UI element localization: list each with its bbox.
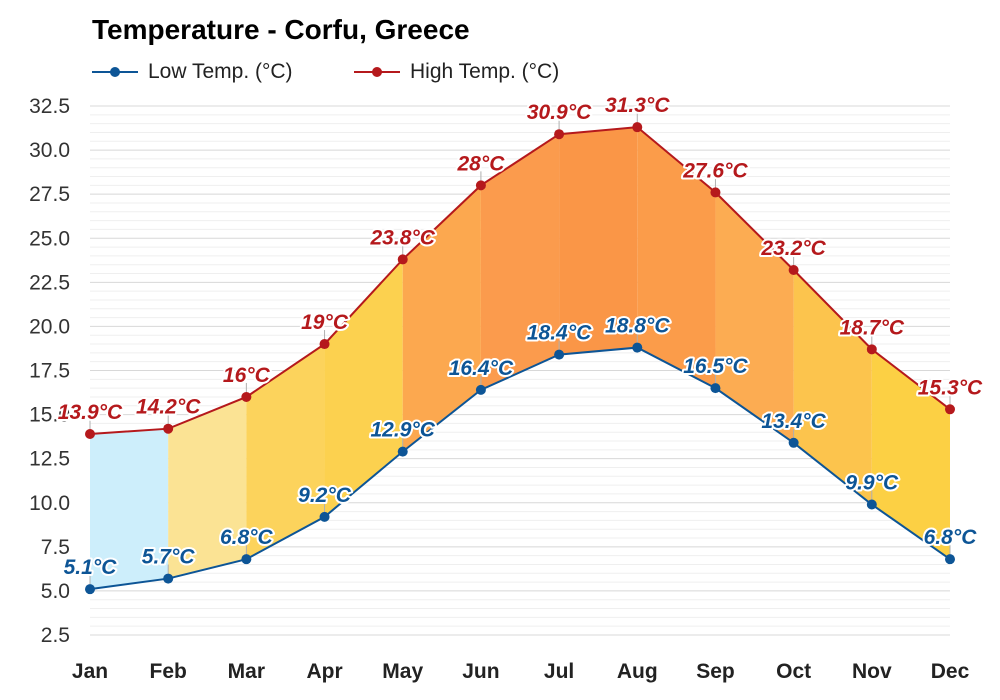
range-band (90, 428, 169, 590)
x-tick-label: Oct (776, 660, 811, 683)
y-tick-label: 5.0 (41, 580, 70, 603)
low-temp-point[interactable] (710, 383, 721, 394)
low-temp-line (89, 346, 951, 591)
y-tick-label: 12.5 (29, 448, 70, 471)
low-temp-label: 6.8°C (924, 526, 978, 549)
range-band (246, 344, 325, 560)
high-temp-point[interactable] (554, 129, 565, 140)
low-temp-point[interactable] (632, 342, 643, 353)
y-tick-label: 20.0 (29, 315, 70, 338)
high-temp-label: 14.2°C (136, 396, 201, 419)
high-temp-point[interactable] (945, 404, 955, 415)
low-temp-label: 12.9°C (371, 419, 436, 442)
y-tick-label: 32.5 (29, 95, 70, 118)
x-tick-label: Jul (544, 660, 574, 683)
range-band (715, 192, 794, 443)
chart-title: Temperature - Corfu, Greece (92, 14, 470, 45)
high-temp-line (89, 126, 951, 435)
high-temp-label: 27.6°C (682, 159, 748, 182)
low-temp-point[interactable] (319, 511, 330, 522)
high-temp-point[interactable] (319, 339, 330, 350)
low-temp-label: 18.4°C (527, 322, 592, 345)
low-temp-label: 6.8°C (220, 526, 274, 549)
x-tick-label: Mar (228, 660, 265, 683)
low-temp-point[interactable] (163, 573, 174, 584)
y-tick-label: 27.5 (29, 183, 70, 206)
legend-low-swatch (92, 67, 138, 77)
x-tick-label: Nov (852, 660, 892, 683)
range-band (793, 269, 872, 505)
x-tick-label: Dec (931, 660, 970, 683)
axis-layer: 2.5 5.0 7.5 10.0 12.5 15.0 17.5 20.0 22.5 25.0 27.… (29, 95, 969, 683)
line-layer (89, 126, 951, 591)
y-tick-label: 15.0 (29, 404, 70, 427)
y-tick-label: 25.0 (29, 227, 70, 250)
x-tick-label: Jun (462, 660, 499, 683)
legend-high-swatch (354, 67, 400, 77)
high-temp-point[interactable] (241, 391, 252, 402)
high-temp-label: 23.2°C (760, 237, 826, 260)
high-temp-point[interactable] (632, 122, 643, 133)
high-temp-label: 28°C (456, 152, 505, 175)
label-layer: 5.1°C 5.7°C 6.8°C 9.2°C 12.9°C 16.4°C 18.4°C 18… (56, 92, 985, 581)
range-band (637, 127, 716, 389)
y-tick-label: 22.5 (29, 271, 70, 294)
high-temp-label: 15.3°C (918, 376, 983, 399)
low-temp-label: 9.2°C (298, 484, 352, 507)
high-temp-point[interactable] (866, 344, 877, 355)
x-tick-label: Sep (696, 660, 735, 683)
x-tick-label: Jan (72, 660, 108, 683)
low-temp-point[interactable] (945, 554, 955, 565)
y-tick-label: 7.5 (41, 536, 70, 559)
y-tick-label: 10.0 (29, 492, 70, 515)
band-layer (90, 127, 950, 590)
high-temp-label: 30.9°C (527, 101, 592, 124)
high-temp-point[interactable] (788, 264, 799, 275)
point-layer (85, 113, 955, 595)
range-band (480, 134, 560, 390)
x-tick-label: Feb (150, 660, 187, 683)
low-temp-point[interactable] (554, 349, 565, 360)
low-temp-point[interactable] (85, 584, 95, 595)
x-tick-label: Apr (306, 660, 342, 683)
y-tick-label: 30.0 (29, 139, 70, 162)
low-temp-label: 16.5°C (683, 355, 748, 378)
range-band (402, 185, 481, 452)
low-temp-point[interactable] (788, 437, 799, 448)
high-temp-label: 31.3°C (605, 94, 670, 117)
high-temp-point[interactable] (710, 187, 721, 198)
range-band (324, 259, 403, 517)
low-temp-label: 13.4°C (761, 410, 826, 433)
high-temp-point[interactable] (163, 423, 174, 434)
low-temp-label: 16.4°C (449, 357, 514, 380)
high-temp-label: 19°C (301, 311, 349, 334)
legend-low-label: Low Temp. (°C) (148, 60, 293, 83)
low-temp-point[interactable] (866, 499, 877, 510)
x-tick-label: Aug (617, 660, 658, 683)
high-temp-point[interactable] (475, 180, 486, 191)
legend-low[interactable]: Low Temp. (°C) (92, 60, 293, 84)
high-temp-point[interactable] (85, 428, 95, 439)
high-temp-label: 18.7°C (840, 316, 905, 339)
y-tick-label: 17.5 (29, 360, 70, 383)
low-temp-label: 5.1°C (64, 556, 118, 579)
range-band (871, 349, 950, 560)
high-temp-label: 16°C (223, 364, 271, 387)
low-temp-point[interactable] (397, 446, 408, 457)
low-temp-point[interactable] (241, 554, 252, 565)
low-temp-label: 5.7°C (142, 546, 196, 569)
x-tick-label: May (382, 660, 423, 683)
legend-high[interactable]: High Temp. (°C) (354, 60, 559, 84)
high-temp-point[interactable] (397, 254, 408, 265)
range-band (559, 127, 638, 355)
y-tick-label: 2.5 (41, 624, 70, 647)
low-temp-label: 18.8°C (605, 315, 670, 338)
high-temp-label: 13.9°C (58, 401, 123, 424)
low-temp-label: 9.9°C (845, 472, 899, 495)
low-temp-point[interactable] (475, 384, 486, 395)
high-temp-label: 23.8°C (370, 226, 436, 249)
legend-high-label: High Temp. (°C) (410, 60, 560, 83)
range-band (168, 396, 247, 579)
